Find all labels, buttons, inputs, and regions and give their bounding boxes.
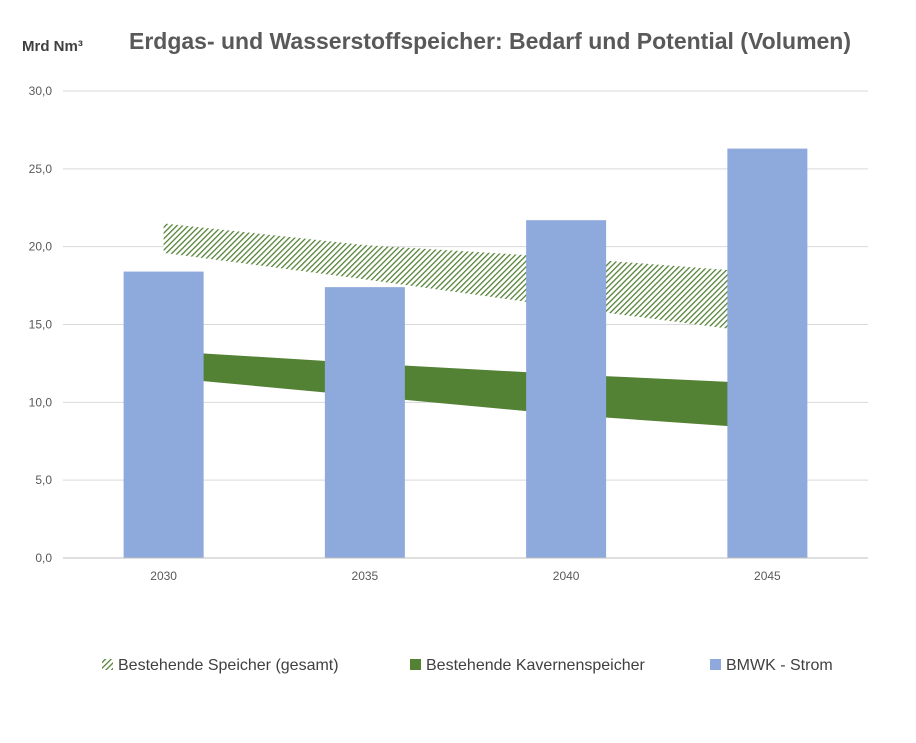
- legend-swatch: [710, 659, 721, 670]
- band-bestehende-speicher-gesamt-: [163, 223, 768, 334]
- legend-label: BMWK - Strom: [726, 657, 833, 674]
- x-axis-ticks: 2030 2035 2040 2045: [150, 569, 781, 583]
- x-tick-label: 2030: [150, 569, 177, 583]
- legend-label: Bestehende Kavernenspeicher: [426, 657, 645, 674]
- x-tick-label: 2040: [553, 569, 580, 583]
- bars: [123, 148, 808, 558]
- bar-2030: [123, 271, 204, 558]
- y-tick-label: 10,0: [29, 395, 53, 409]
- y-axis-label: Mrd Nm³: [22, 38, 83, 55]
- bar-2035: [324, 287, 405, 558]
- range-bands: [163, 223, 768, 429]
- bar-2040: [526, 220, 607, 558]
- y-tick-label: 30,0: [29, 84, 53, 98]
- legend: Bestehende Speicher (gesamt) Bestehende K…: [102, 657, 833, 674]
- y-axis-ticks: 0,0 5,0 10,0 15,0 20,0 25,0 30,0: [29, 84, 53, 565]
- legend-swatch: [102, 659, 113, 670]
- x-tick-label: 2045: [754, 569, 781, 583]
- band-bestehende-kavernenspeicher: [163, 350, 768, 429]
- y-tick-label: 20,0: [29, 240, 53, 254]
- x-tick-label: 2035: [352, 569, 379, 583]
- y-tick-label: 5,0: [35, 473, 52, 487]
- y-tick-label: 15,0: [29, 318, 53, 332]
- legend-swatch: [410, 659, 421, 670]
- chart-title: Erdgas- und Wasserstoffspeicher: Bedarf …: [129, 28, 851, 54]
- legend-label: Bestehende Speicher (gesamt): [118, 657, 339, 674]
- y-tick-label: 25,0: [29, 162, 53, 176]
- y-tick-label: 0,0: [35, 551, 52, 565]
- bar-2045: [727, 148, 808, 558]
